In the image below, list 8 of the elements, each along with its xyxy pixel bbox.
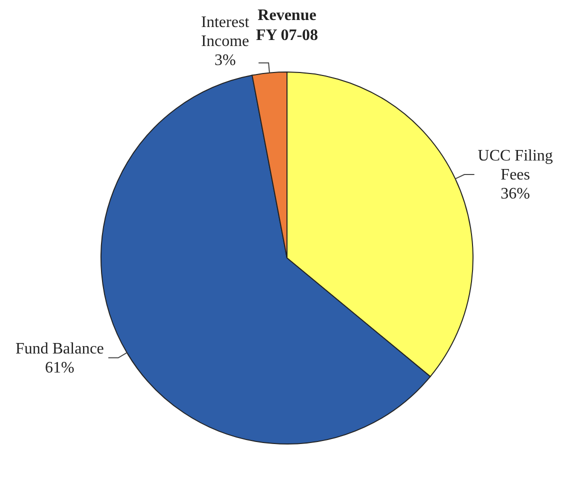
data-label: 36% [500,186,530,203]
text: FY 07-08 [256,27,318,44]
data-label: 61% [45,359,74,376]
slice-label: Interest Income [201,14,250,50]
slice-label: Fund Balance [15,340,104,358]
slice-label: UCC Filing Fees [478,148,553,184]
chart-title: Revenue [258,7,316,24]
data-label: 3% [214,52,236,69]
